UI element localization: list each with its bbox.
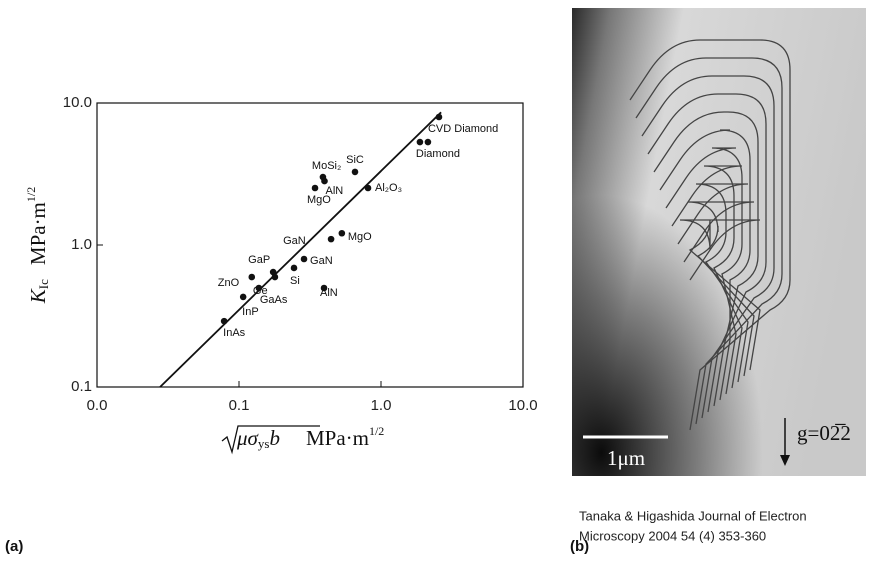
x-tick-label: 1.0 xyxy=(371,397,392,414)
loop xyxy=(665,147,743,395)
point-label: MoSi₂ xyxy=(312,160,341,172)
x-tick-label: 10.0 xyxy=(508,397,537,414)
x-axis-symbol: μσ xyxy=(236,426,260,450)
loop xyxy=(629,39,791,431)
x-axis-unit-exp: 1/2 xyxy=(369,424,384,438)
loop xyxy=(641,75,775,419)
point-label: GaP xyxy=(248,254,270,266)
point xyxy=(338,229,346,237)
plot-frame xyxy=(96,102,524,388)
x-tick-label: 0.0 xyxy=(87,397,108,414)
caption-line: Tanaka & Higashida Journal of Electron xyxy=(579,508,807,523)
loop xyxy=(679,219,761,371)
sqrt-sign xyxy=(221,425,320,455)
point-label: AlN xyxy=(320,287,338,299)
y-axis-title: KIc MPa·m1/2 xyxy=(24,187,51,304)
dislocation-loops xyxy=(629,39,791,431)
point xyxy=(290,264,298,272)
point-label: SiC xyxy=(346,154,364,166)
point xyxy=(416,138,424,146)
point-label: Diamond xyxy=(416,148,460,160)
point-label: ZnO xyxy=(218,277,240,289)
micrograph-shade xyxy=(572,8,866,476)
g-arrow-head xyxy=(780,455,790,466)
caption-line: Microscopy 2004 54 (4) 353-360 xyxy=(579,528,766,543)
point-label: MgO xyxy=(307,194,331,206)
point xyxy=(424,138,432,146)
point xyxy=(364,184,372,192)
y-tick-label: 10.0 xyxy=(63,94,92,111)
y-tick-label: 1.0 xyxy=(71,236,92,253)
g-vector: g=02̅2 xyxy=(797,421,851,445)
plot: 0.0 0.1 1.0 10.0 0.1 1.0 10.0 CVD Diamond Diamon… xyxy=(24,94,538,455)
point xyxy=(435,113,443,121)
loop xyxy=(659,129,751,401)
point xyxy=(255,284,263,292)
loop xyxy=(653,111,759,407)
panel-label: (a) xyxy=(5,538,23,555)
loop xyxy=(647,93,767,413)
point xyxy=(300,255,308,263)
panel-label: (b) xyxy=(570,538,589,555)
point-label: InAs xyxy=(223,327,246,339)
x-axis-unit: MPa·m xyxy=(306,426,369,450)
point-label: MgO xyxy=(348,231,372,243)
x-axis-title: μσysb MPa·m1/2 xyxy=(236,424,384,451)
point-label: CVD Diamond xyxy=(428,123,498,135)
point xyxy=(269,268,277,276)
micrograph: 1μm g=02̅2 xyxy=(572,8,866,476)
point-label: Al₂O₃ xyxy=(375,182,402,194)
fit-line xyxy=(159,111,442,388)
point-label: Si xyxy=(290,275,300,287)
y-axis-unit: MPa·m xyxy=(26,202,50,265)
y-axis-unit-exp: 1/2 xyxy=(24,187,38,202)
point-label: GaN xyxy=(310,255,333,267)
y-axis-symbol: K xyxy=(26,288,50,304)
point xyxy=(248,273,256,281)
point-label: AlN xyxy=(325,185,343,197)
point-label: InP xyxy=(242,306,259,318)
x-tick-label: 0.1 xyxy=(229,397,250,414)
scale-bar-label: 1μm xyxy=(607,446,645,470)
point xyxy=(271,273,279,281)
loop xyxy=(671,165,743,389)
point-label: GaAs xyxy=(260,294,288,306)
point xyxy=(327,235,335,243)
point xyxy=(320,284,328,292)
loop xyxy=(677,183,749,383)
x-axis-symbol2: b xyxy=(269,426,280,450)
y-axis-subscript: Ic xyxy=(36,279,51,289)
point xyxy=(321,177,328,185)
point xyxy=(239,293,247,301)
point xyxy=(220,317,228,325)
point xyxy=(311,184,319,192)
point-label: GaN xyxy=(283,235,306,247)
point xyxy=(351,168,359,176)
y-tick-label: 0.1 xyxy=(71,378,92,395)
loop xyxy=(635,57,783,425)
x-axis-subscript: ys xyxy=(258,436,270,451)
